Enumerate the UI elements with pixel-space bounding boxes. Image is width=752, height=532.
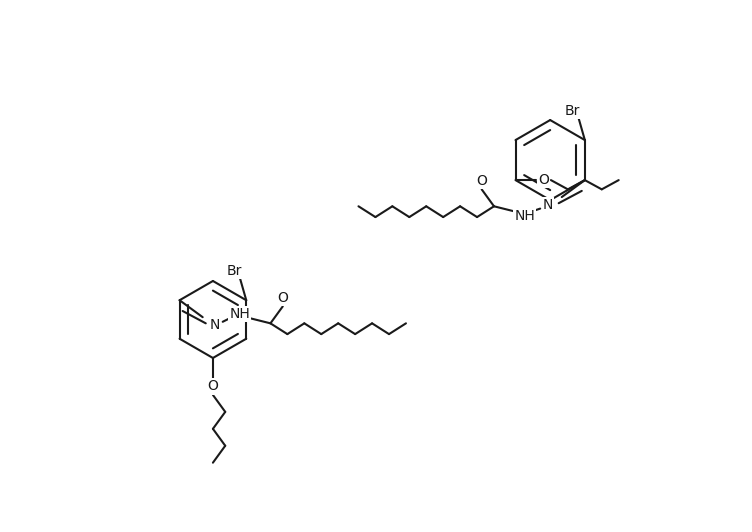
Text: O: O: [208, 379, 218, 394]
Text: N: N: [543, 198, 553, 212]
Text: O: O: [476, 174, 487, 188]
Text: O: O: [277, 291, 288, 305]
Text: Br: Br: [565, 104, 581, 118]
Text: NH: NH: [229, 307, 250, 321]
Text: O: O: [538, 173, 549, 187]
Text: NH: NH: [514, 209, 535, 222]
Text: Br: Br: [226, 264, 241, 278]
Text: N: N: [210, 318, 220, 332]
